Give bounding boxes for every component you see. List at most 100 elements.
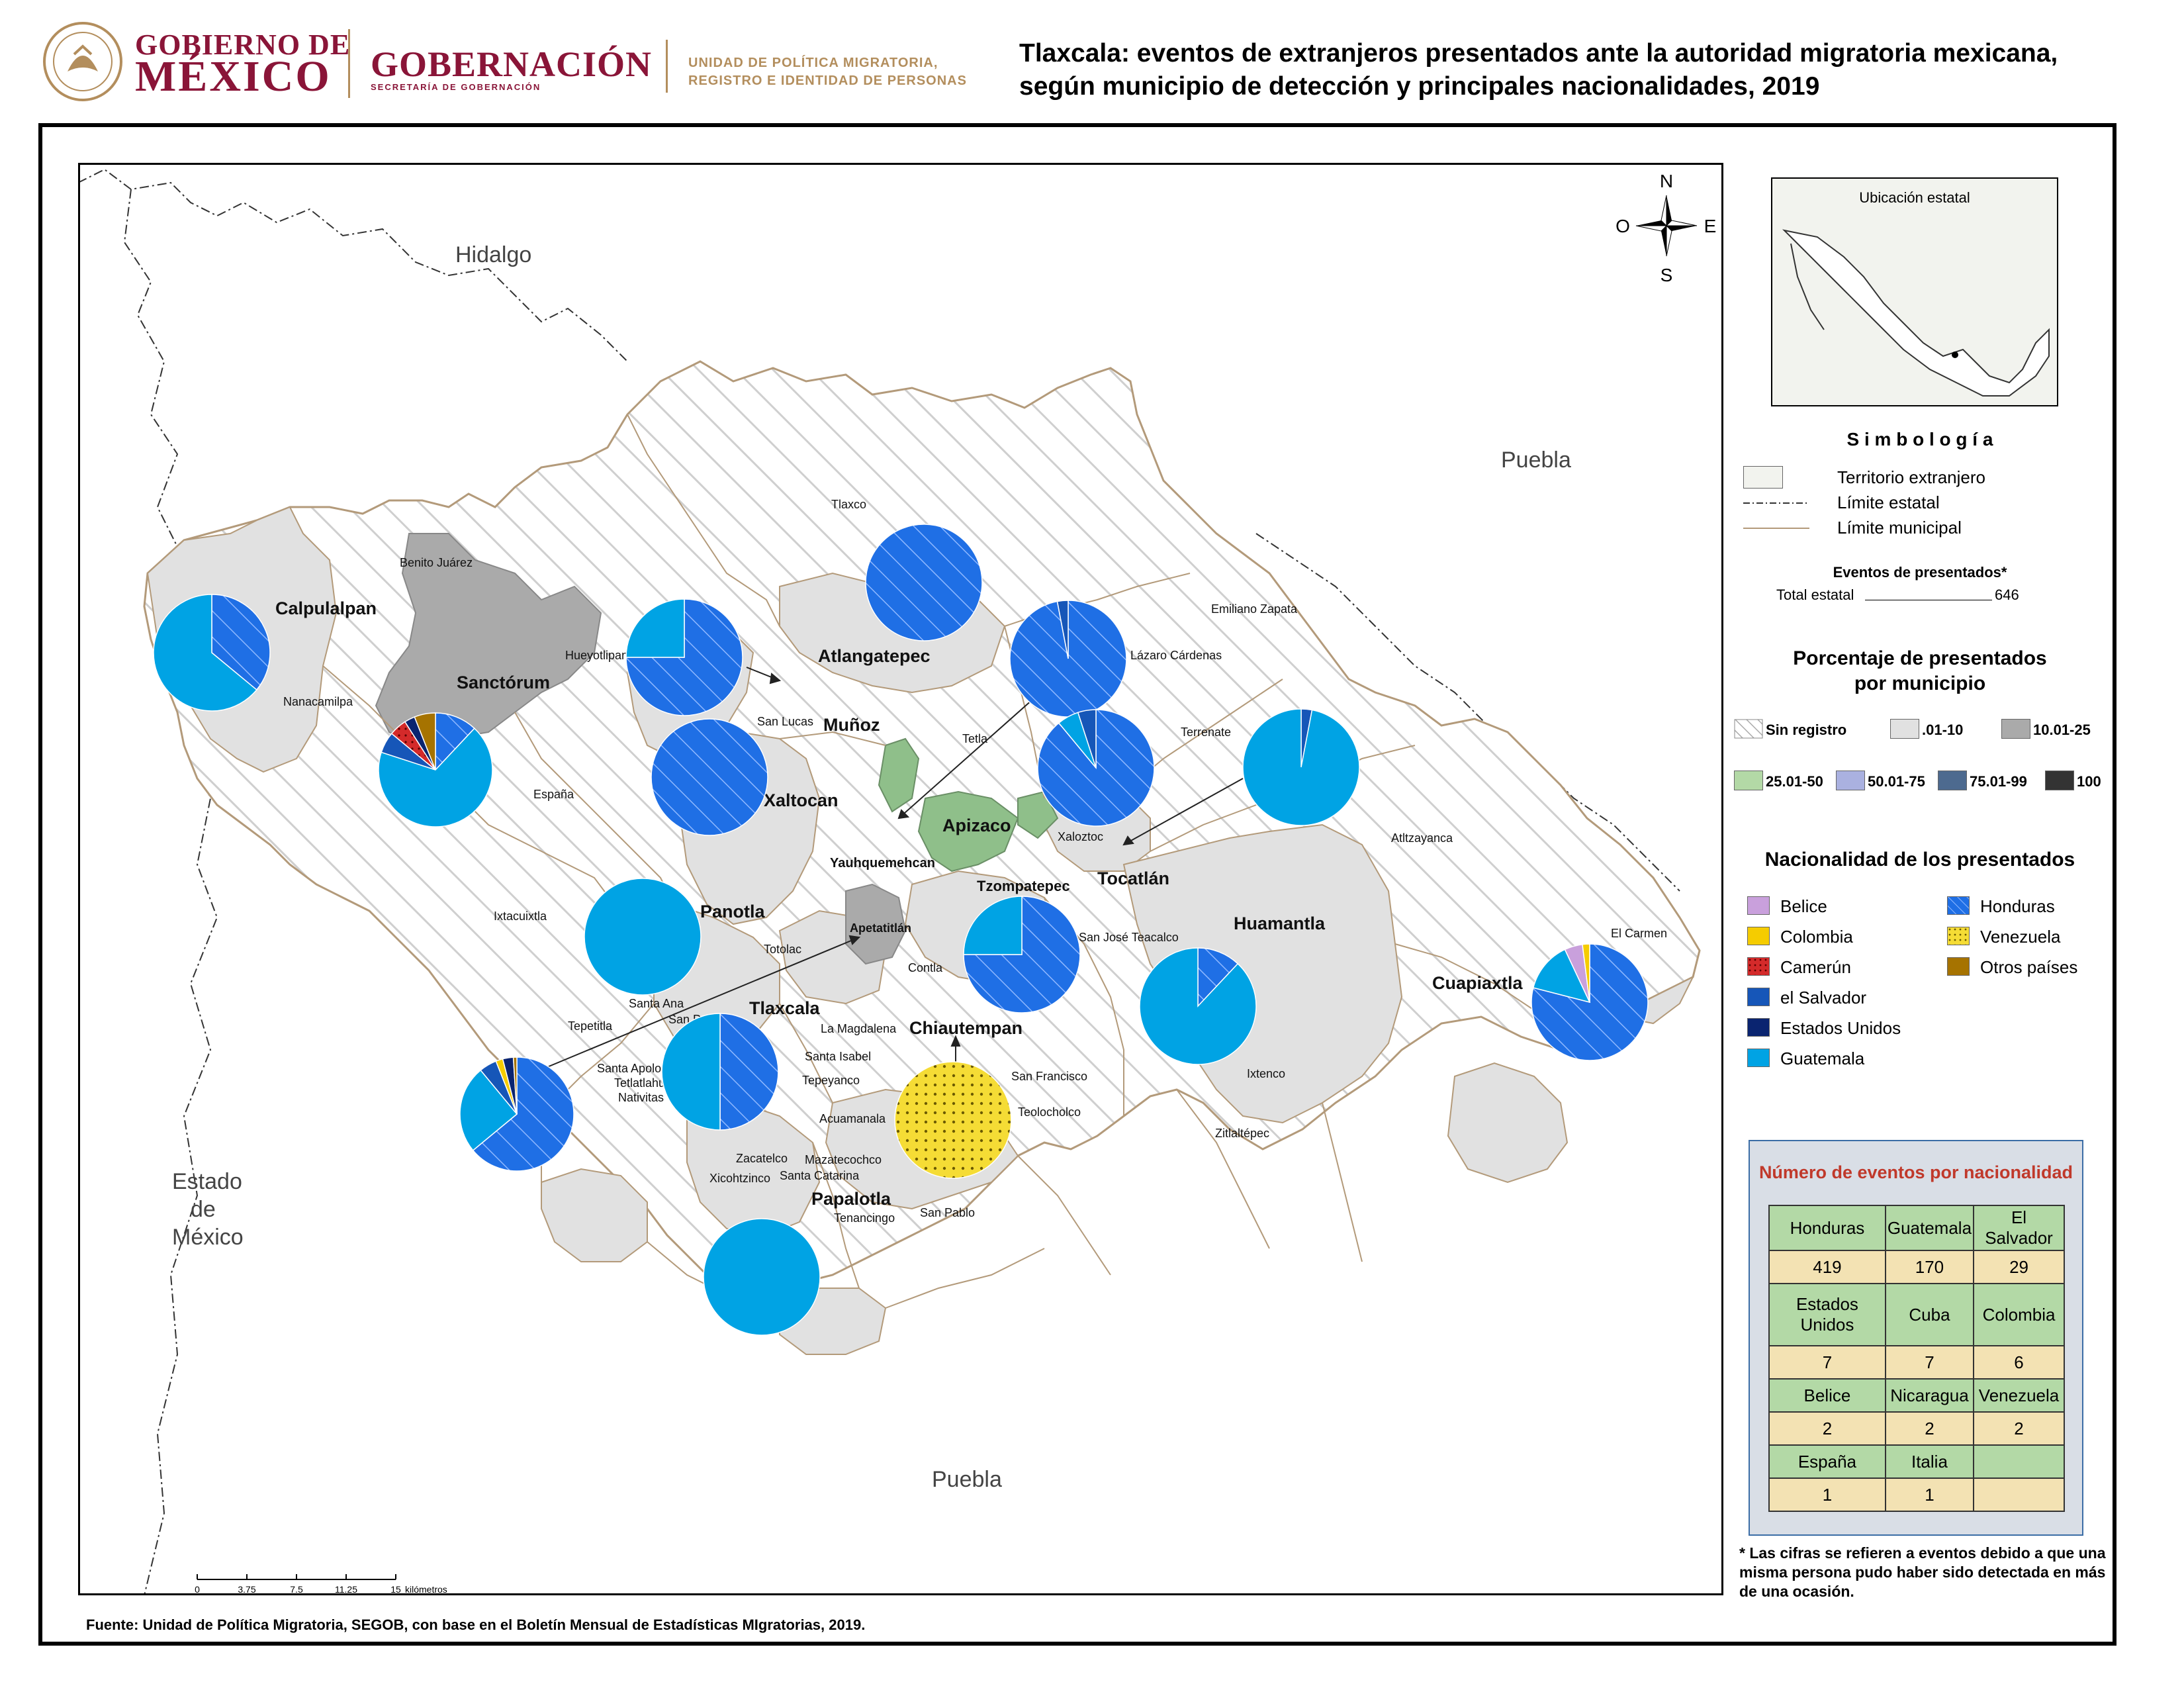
- label-zitlaltepec: Zitlaltépec: [1215, 1127, 1269, 1140]
- scale-unit: kilómetros: [405, 1584, 447, 1595]
- label-espana: España: [533, 788, 574, 801]
- header-separator-2: [666, 40, 668, 93]
- swatch-guatemala: [1747, 1049, 1770, 1067]
- swatch-el-salvador: [1747, 988, 1770, 1006]
- label-el-salvador: el Salvador: [1780, 988, 1867, 1008]
- swatch-limite-estatal: [1743, 502, 1809, 504]
- mexico-text: MÉXICO: [135, 52, 332, 101]
- label-10-25: 10.01-25: [2033, 722, 2091, 738]
- label-santa-ana: Santa Ana: [629, 997, 684, 1010]
- pie-slice-tlaxcala-guatemala: [661, 1013, 721, 1131]
- label-otros: Otros países: [1980, 957, 2078, 977]
- swatch-estados-unidos: [1747, 1018, 1770, 1037]
- pie-slice-xaloztoc-honduras: [1037, 709, 1155, 827]
- label-papalotla: Papalotla: [811, 1189, 891, 1209]
- label-hidalgo: Hidalgo: [455, 242, 531, 267]
- pie-slice-xaltocan-honduras: [651, 718, 768, 836]
- label-75-99: 75.01-99: [1970, 773, 2027, 790]
- table-cell-name: Italia: [1884, 1444, 1975, 1479]
- pie-slice-lazaro-cardenas-el-salvador: [1056, 600, 1069, 659]
- pie-slice-calpulalpan-honduras: [211, 594, 271, 691]
- muni-tepetitla: [541, 1168, 648, 1262]
- label-puebla-south: Puebla: [932, 1467, 1002, 1492]
- label-benito-juarez: Benito Juárez: [400, 556, 473, 569]
- label-munoz: Muñoz: [823, 715, 880, 735]
- total-estatal-label: Total estatal: [1776, 586, 1854, 603]
- nationality-table: Honduras Guatemala El Salvador 419 170 2…: [1768, 1205, 2065, 1512]
- label-san-francisco: San Francisco: [1011, 1070, 1087, 1083]
- muni-apetatitlan: [845, 883, 907, 965]
- muni-apizaco: [917, 790, 1019, 872]
- label-xicohtzinco: Xicohtzinco: [709, 1172, 770, 1185]
- label-guatemala: Guatemala: [1780, 1049, 1865, 1068]
- label-xaltocan: Xaltocan: [764, 790, 839, 810]
- pie-slice-chiautempan-venezuela: [894, 1061, 1012, 1179]
- label-el-carmen: El Carmen: [1611, 927, 1667, 940]
- eventos-title: Eventos de presentados*: [1833, 564, 2007, 581]
- label-sanctorum: Sanctórum: [457, 673, 550, 692]
- pie-slice-apetatitlan-guatemala: [459, 1069, 518, 1151]
- label-mazatecochco: Mazatecochco: [805, 1153, 882, 1166]
- label-nativitas: Nativitas: [618, 1091, 664, 1104]
- table-cell-value: 6: [1973, 1345, 2065, 1380]
- unidad-line-1: UNIDAD DE POLÍTICA MIGRATORIA,: [688, 56, 938, 70]
- label-teolocholco: Teolocholco: [1018, 1105, 1081, 1119]
- table-cell-value: 1: [1884, 1477, 1975, 1512]
- state-border-hidalgo: [78, 168, 628, 362]
- pie-slice-apetatitlan-otros-paises: [512, 1056, 518, 1115]
- inset-baja: [1790, 243, 1825, 330]
- table-cell-value: 7: [1768, 1345, 1886, 1380]
- muni-cuapiaxtla: [1447, 1062, 1569, 1184]
- label-edomex-3: México: [172, 1225, 244, 1250]
- table-cell-name: Guatemala: [1884, 1205, 1975, 1251]
- pie-slice-tocatlan-guatemala: [1242, 708, 1360, 826]
- leader-arrows: [527, 667, 1244, 1076]
- inset-mexico-outline: [1782, 229, 2050, 397]
- scale-tick-3: 11.25: [335, 1584, 357, 1595]
- label-tocatlan: Tocatlán: [1097, 868, 1169, 888]
- label-100: 100: [2077, 773, 2101, 790]
- table-cell-name: Cuba: [1884, 1283, 1975, 1346]
- table-cell-name: España: [1768, 1444, 1886, 1479]
- table-row: Honduras Guatemala El Salvador: [1768, 1205, 2065, 1251]
- state-border-edomex: [123, 189, 218, 1595]
- label-tepeyanco: Tepeyanco: [802, 1074, 860, 1087]
- outer-frame: [38, 123, 2116, 1646]
- table-cell-name: [1973, 1444, 2065, 1479]
- pie-slice-tlaxcala-honduras: [719, 1013, 779, 1131]
- pie-slice-sanctorum-guatemala: [378, 727, 493, 827]
- header-separator: [348, 29, 350, 98]
- pie-slice-hueyotlipan-guatemala: [625, 598, 685, 658]
- label-chiautempan: Chiautempan: [909, 1018, 1023, 1038]
- scale-tick-2: 7.5: [290, 1584, 303, 1595]
- swatch-100: [2045, 771, 2074, 790]
- label-tetla: Tetla: [962, 732, 988, 745]
- label-edomex-2: de: [191, 1197, 216, 1222]
- label-honduras: Honduras: [1980, 896, 2055, 916]
- map-title: Tlaxcala: eventos de extranjeros present…: [1019, 39, 2058, 101]
- north-arrow-icon: N S E O: [1615, 171, 1716, 285]
- label-totolac: Totolac: [764, 943, 801, 956]
- compass-e: E: [1704, 216, 1717, 236]
- table-cell-name: Estados Unidos: [1768, 1283, 1886, 1346]
- swatch-10-25: [2001, 719, 2030, 739]
- label-ixtenco: Ixtenco: [1247, 1067, 1285, 1080]
- swatch-belice: [1747, 896, 1770, 915]
- muni-tlaxcala: [686, 1102, 821, 1237]
- table-row: 419 170 29: [1768, 1250, 2065, 1284]
- pie-slice-apetatitlan-honduras: [472, 1056, 574, 1172]
- compass-n: N: [1660, 171, 1673, 191]
- pie-slice-sanctorum-honduras: [435, 712, 475, 771]
- label-santa-catarina: Santa Catarina: [780, 1169, 860, 1182]
- label-tlaxco: Tlaxco: [831, 498, 866, 511]
- label-huamantla: Huamantla: [1234, 914, 1326, 933]
- unidad-text: UNIDAD DE POLÍTICA MIGRATORIA, REGISTRO …: [688, 54, 967, 90]
- unidad-line-2: REGISTRO E IDENTIDAD DE PERSONAS: [688, 73, 967, 88]
- label-venezuela: Venezuela: [1980, 927, 2061, 947]
- pie-slice-tzompatepec-guatemala: [963, 896, 1023, 955]
- label-santa-isabel: Santa Isabel: [805, 1050, 871, 1063]
- label-tenancingo: Tenancingo: [834, 1211, 895, 1225]
- swatch-25-50: [1734, 771, 1763, 790]
- label-emiliano-zapata: Emiliano Zapata: [1211, 602, 1298, 616]
- simbologia-title: S i m b o l o g í a: [1846, 429, 1993, 449]
